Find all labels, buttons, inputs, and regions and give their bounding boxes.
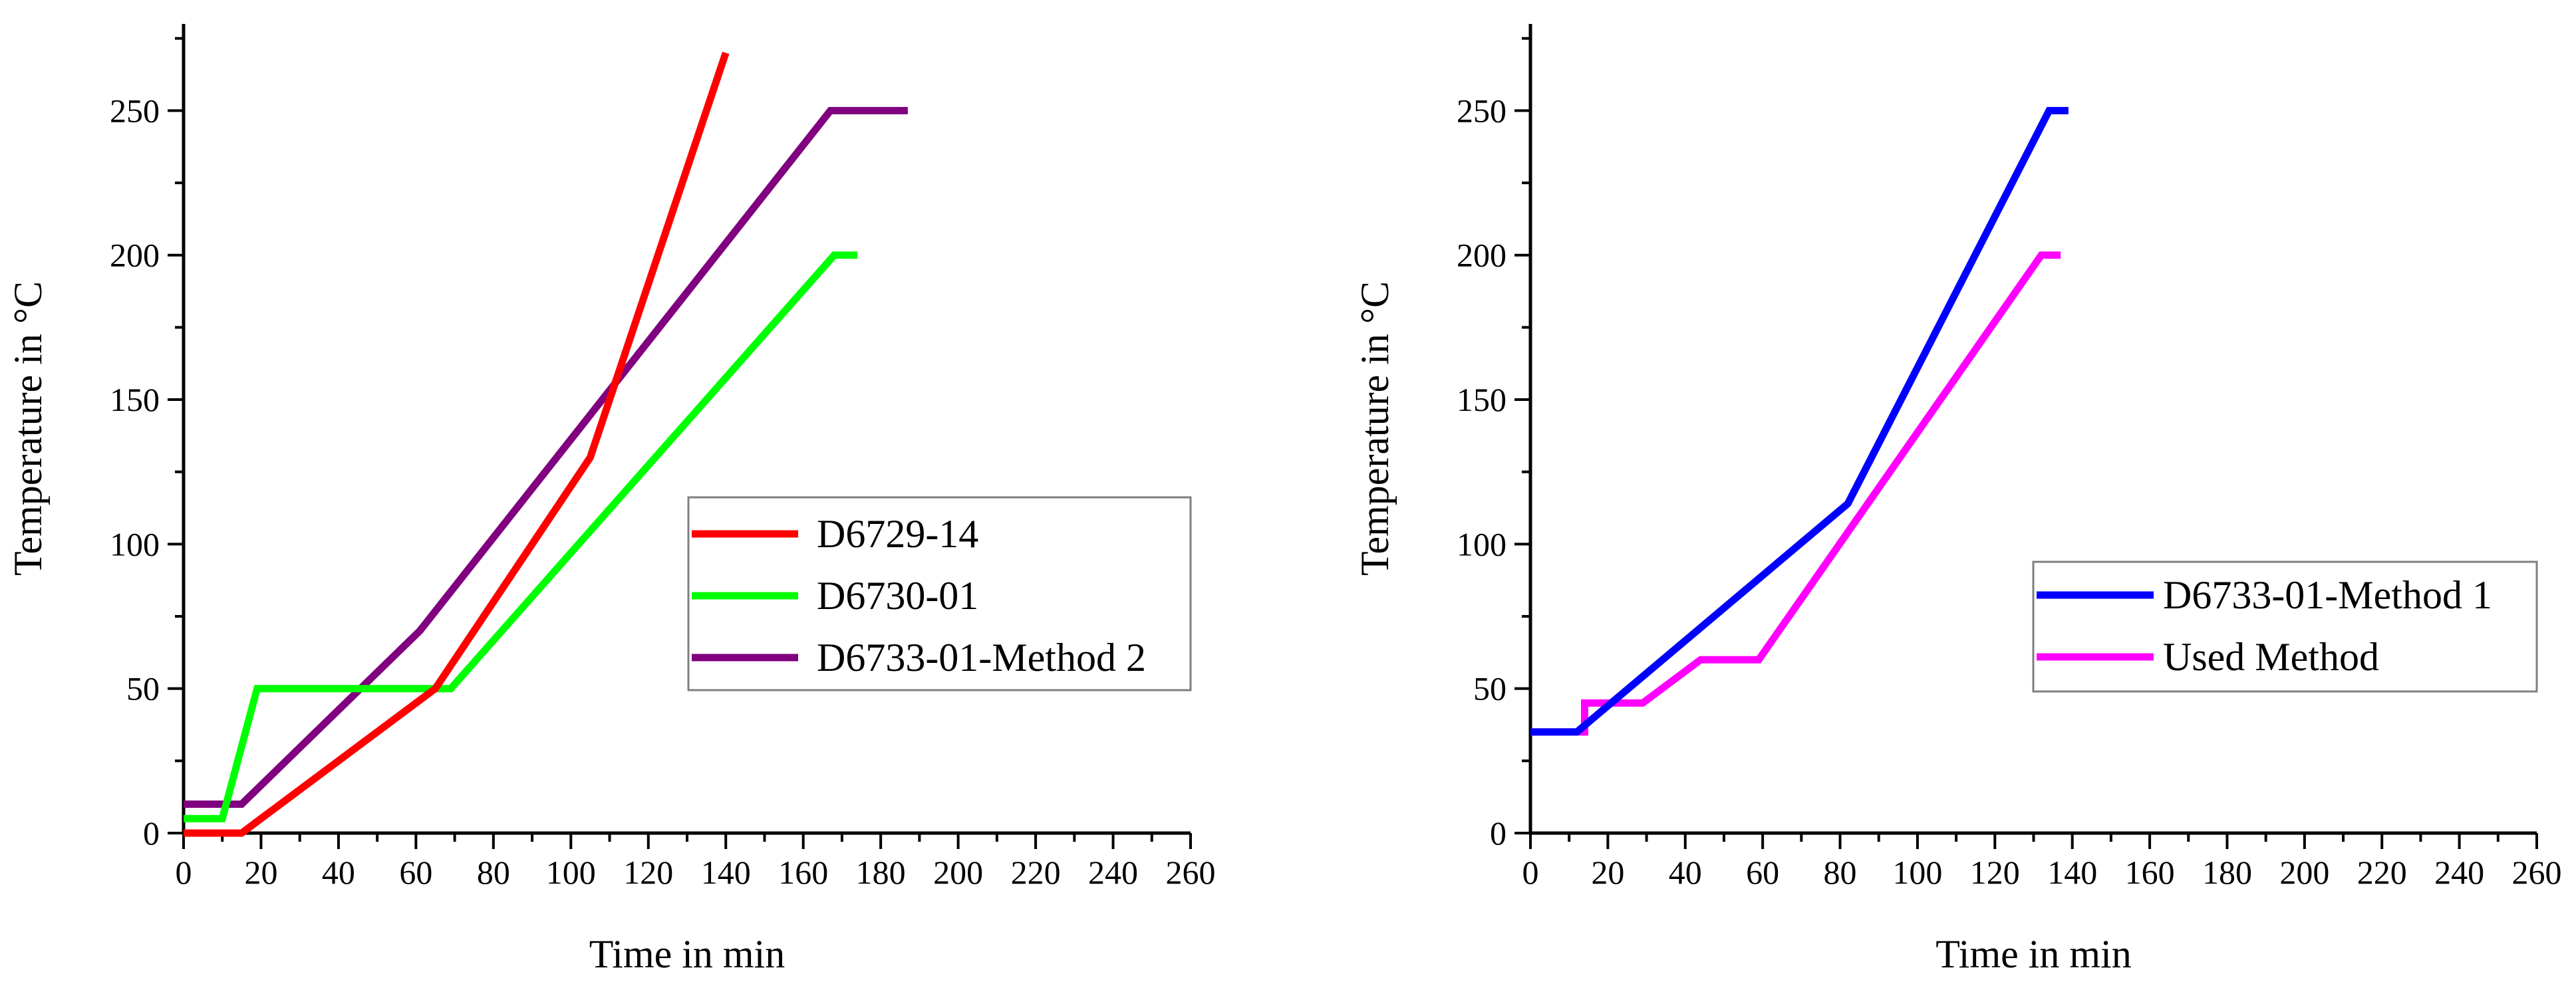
x-tick-label: 160 xyxy=(2125,854,2175,891)
x-tick-label: 60 xyxy=(399,854,432,891)
y-tick-label: 200 xyxy=(1457,237,1506,274)
chart-2: 0 50 100 150 200 250 0 20 40 60 80 100 120 140 160 180 2… xyxy=(1353,24,2562,976)
x-tick-label: 40 xyxy=(1669,854,1702,891)
y-axis-title: Temperature in °C xyxy=(1353,281,1397,576)
series-line-used-method xyxy=(1530,251,2061,736)
x-tick-label: 20 xyxy=(244,854,277,891)
legend-box xyxy=(2032,560,2538,693)
x-axis-title: Time in min xyxy=(1935,932,2132,976)
y-tick-label: 250 xyxy=(110,92,160,129)
legend-label-d6733-01-method-1: D6733-01-Method 1 xyxy=(2163,573,2492,617)
x-tick-label: 80 xyxy=(1824,854,1857,891)
x-tick-label: 240 xyxy=(2434,854,2484,891)
x-tick-label: 140 xyxy=(701,854,751,891)
legend: D6733-01-Method 1 Used Method xyxy=(2032,560,2538,693)
legend-label-d6729-14: D6729-14 xyxy=(817,512,978,556)
series-line-d6733-01-method-1 xyxy=(1530,106,2069,736)
legend-label-d6733-01-method-2: D6733-01-Method 2 xyxy=(817,636,1146,680)
x-tick-label: 120 xyxy=(1970,854,2020,891)
y-tick-label: 50 xyxy=(1473,670,1506,707)
y-tick-label: 0 xyxy=(143,814,160,852)
x-tick-label: 160 xyxy=(778,854,828,891)
x-tick-label: 60 xyxy=(1746,854,1779,891)
x-tick-label: 260 xyxy=(1166,854,1216,891)
x-tick-label: 240 xyxy=(1088,854,1138,891)
series-line-d6730-01 xyxy=(184,251,858,822)
x-tick-label: 0 xyxy=(1522,854,1539,891)
chart-1: 0 50 100 150 200 250 0 20 40 60 80 100 120 140 160 180 2… xyxy=(6,24,1216,976)
y-tick-label: 250 xyxy=(1457,92,1506,129)
x-tick-label: 20 xyxy=(1591,854,1624,891)
x-tick-label: 0 xyxy=(176,854,192,891)
y-tick-label: 50 xyxy=(126,670,160,707)
y-tick-label: 200 xyxy=(110,237,160,274)
y-tick-label: 100 xyxy=(110,525,160,562)
y-tick-label: 150 xyxy=(1457,381,1506,418)
x-tick-label: 200 xyxy=(2279,854,2329,891)
x-tick-label: 100 xyxy=(1892,854,1942,891)
x-tick-label: 220 xyxy=(2357,854,2407,891)
x-tick-label: 180 xyxy=(2202,854,2252,891)
x-tick-label: 120 xyxy=(623,854,673,891)
x-tick-label: 200 xyxy=(933,854,983,891)
x-tick-label: 180 xyxy=(856,854,906,891)
x-tick-label: 100 xyxy=(546,854,596,891)
x-tick-label: 220 xyxy=(1011,854,1061,891)
x-tick-label: 80 xyxy=(477,854,510,891)
y-tick-label: 100 xyxy=(1457,525,1506,562)
series-line-d6729-14 xyxy=(184,51,730,837)
x-tick-label: 40 xyxy=(322,854,355,891)
x-axis-title: Time in min xyxy=(589,932,786,976)
legend-label-d6730-01: D6730-01 xyxy=(817,574,978,618)
y-tick-label: 0 xyxy=(1490,814,1506,852)
y-axis-title: Temperature in °C xyxy=(6,281,50,576)
series-line-d6733-01-method-2 xyxy=(184,106,908,808)
x-tick-label: 140 xyxy=(2047,854,2097,891)
legend-label-used-method: Used Method xyxy=(2163,635,2379,679)
x-tick-label: 260 xyxy=(2512,854,2562,891)
y-tick-label: 150 xyxy=(110,381,160,418)
legend: D6729-14 D6730-01 D6733-01-Method 2 xyxy=(687,496,1192,691)
